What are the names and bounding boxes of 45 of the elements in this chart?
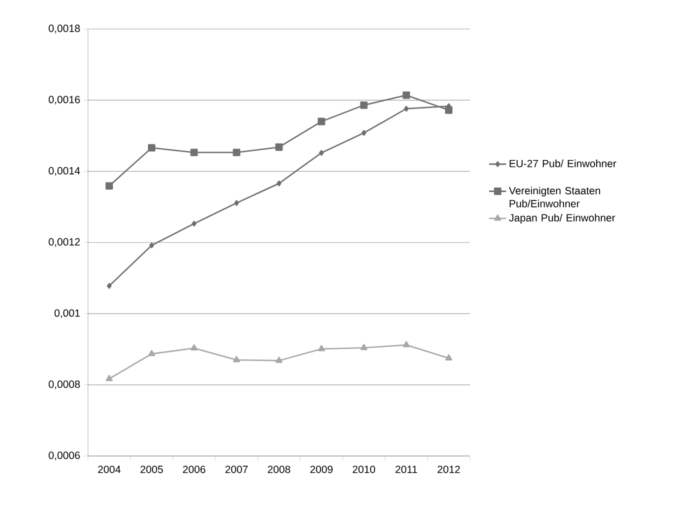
point <box>148 350 156 356</box>
point <box>402 341 410 348</box>
point <box>360 344 368 350</box>
x-tick-label: 2009 <box>310 466 333 474</box>
point <box>276 356 282 363</box>
point <box>276 180 282 186</box>
x-tick-label: 2006 <box>183 466 206 474</box>
point <box>106 374 113 382</box>
y-tick-label: 0,0006 <box>48 452 80 460</box>
x-tick-label: 2010 <box>352 466 376 474</box>
point <box>149 242 154 248</box>
x-tick-label: 2012 <box>438 466 460 474</box>
legend-label: EU-27 Pub/ Einwohner <box>510 160 616 168</box>
x-tick-label: 2007 <box>225 466 248 474</box>
point <box>404 106 409 112</box>
y-tick-label: 0,0008 <box>48 380 80 390</box>
point <box>275 143 283 151</box>
x-tick-label: 2011 <box>396 466 418 474</box>
x-tick-label: 2008 <box>268 466 290 474</box>
point <box>319 150 324 156</box>
point <box>106 182 113 190</box>
y-tick-label: 0,0016 <box>48 96 80 104</box>
point <box>106 283 112 289</box>
point <box>318 118 326 126</box>
point <box>362 130 366 136</box>
point <box>445 354 452 360</box>
legend-label: Vereinigten Staaten Pub/Einwohner <box>508 186 600 208</box>
point <box>318 344 325 352</box>
point <box>233 356 240 362</box>
point <box>234 200 239 206</box>
x-tick-label: 2004 <box>98 466 121 474</box>
y-tick-label: 0,001 <box>54 309 80 318</box>
legend-label: Japan Pub/ Einwohner <box>509 214 616 224</box>
point <box>190 344 198 350</box>
point <box>190 148 198 156</box>
point <box>402 91 410 99</box>
point <box>360 101 368 109</box>
y-tick-label: 0,0018 <box>48 24 80 34</box>
y-tick-label: 0,0014 <box>48 167 80 176</box>
point <box>232 148 240 156</box>
point <box>445 106 452 114</box>
x-tick-label: 2005 <box>140 466 163 474</box>
point <box>192 220 196 227</box>
y-tick-label: 0,0012 <box>48 238 80 247</box>
point <box>148 144 156 152</box>
